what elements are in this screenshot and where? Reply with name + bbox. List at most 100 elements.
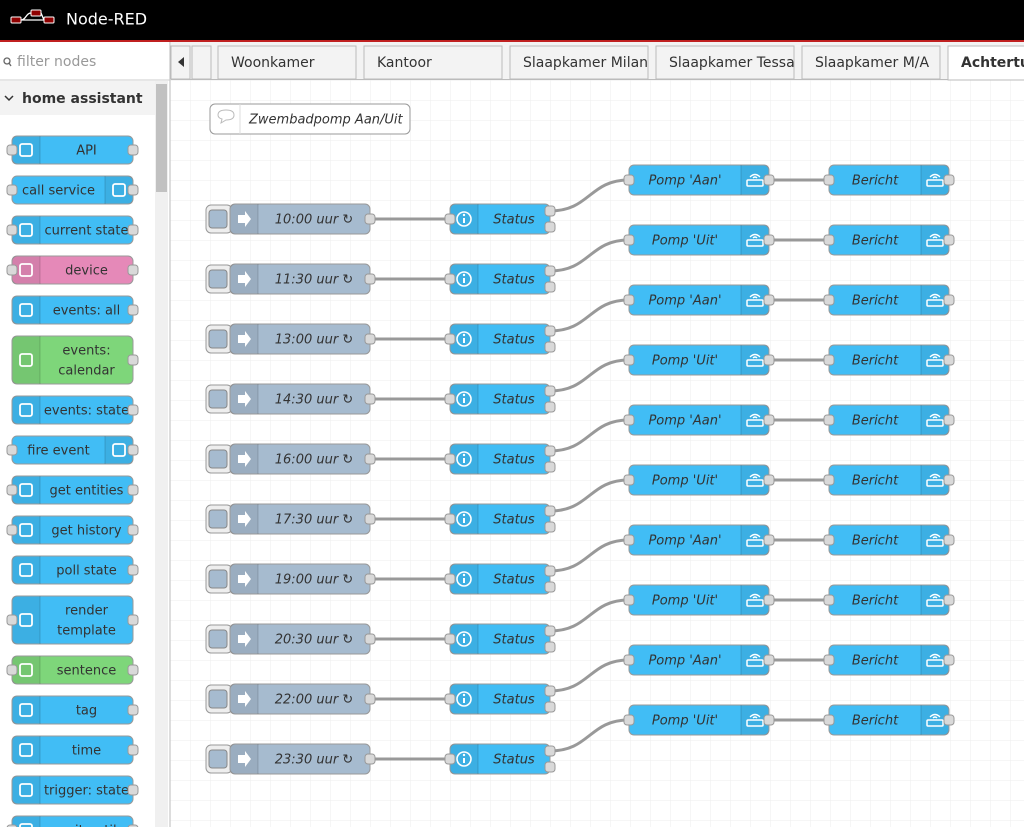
palette-node[interactable]: tag [11,695,139,725]
port[interactable] [127,354,139,366]
tab-label[interactable]: Achtertuin [961,55,1024,71]
inject-button-inner[interactable] [208,689,228,709]
port[interactable] [127,264,139,276]
port[interactable] [823,654,835,666]
filter-placeholder[interactable]: filter nodes [17,54,96,70]
port[interactable] [823,354,835,366]
action-node[interactable]: Pomp 'Uit' [623,704,775,736]
palette-node[interactable]: call service [6,175,139,205]
palette-node[interactable]: poll state [11,555,139,585]
port[interactable] [763,534,775,546]
port[interactable] [623,294,635,306]
port[interactable] [943,594,955,606]
port[interactable] [364,453,376,465]
port[interactable] [444,333,456,345]
action-node[interactable]: Pomp 'Aan' [623,404,775,436]
palette-node[interactable]: events: all [11,295,139,325]
notify-node[interactable]: Bericht [823,344,955,376]
port[interactable] [943,294,955,306]
port[interactable] [544,205,556,217]
status-node[interactable]: Status [444,383,556,415]
port[interactable] [364,753,376,765]
port[interactable] [127,184,139,196]
port[interactable] [763,354,775,366]
notify-node[interactable]: Bericht [823,164,955,196]
port[interactable] [544,461,556,473]
palette-node[interactable]: get history [6,515,139,545]
inject-button-inner[interactable] [208,629,228,649]
action-node[interactable]: Pomp 'Aan' [623,284,775,316]
scrollbar-thumb[interactable] [156,84,167,192]
port[interactable] [444,633,456,645]
comment-node[interactable]: Zwembadpomp Aan/Uit [209,103,411,135]
status-node[interactable]: Status [444,503,556,535]
action-node[interactable]: Pomp 'Uit' [623,224,775,256]
inject-button-inner[interactable] [208,389,228,409]
palette-node[interactable]: events: calendar [11,335,139,385]
port[interactable] [127,144,139,156]
port[interactable] [364,333,376,345]
port[interactable] [623,234,635,246]
inject-node[interactable]: 11:30 uur ↻ [229,263,376,295]
port[interactable] [823,714,835,726]
palette-node[interactable]: time [11,735,139,765]
palette-node[interactable]: render template [6,595,139,645]
port[interactable] [544,761,556,773]
port[interactable] [623,654,635,666]
port[interactable] [444,753,456,765]
status-node[interactable]: Status [444,443,556,475]
inject-button-inner[interactable] [208,749,228,769]
port[interactable] [127,484,139,496]
port[interactable] [943,354,955,366]
tab[interactable] [217,45,357,80]
port[interactable] [364,693,376,705]
port[interactable] [623,714,635,726]
inject-button-inner[interactable] [208,209,228,229]
port[interactable] [444,273,456,285]
tab[interactable] [363,45,503,80]
port[interactable] [763,714,775,726]
tab[interactable] [801,45,941,80]
action-node[interactable]: Pomp 'Aan' [623,164,775,196]
port[interactable] [364,573,376,585]
port[interactable] [6,184,18,196]
port[interactable] [823,234,835,246]
tab-label[interactable]: Woonkamer [231,55,315,71]
action-node[interactable]: Pomp 'Aan' [623,644,775,676]
inject-button-inner[interactable] [208,509,228,529]
action-node[interactable]: Pomp 'Aan' [623,524,775,556]
port[interactable] [544,505,556,517]
port[interactable] [544,565,556,577]
port[interactable] [544,641,556,653]
port[interactable] [127,224,139,236]
category-header[interactable] [0,81,155,115]
port[interactable] [823,294,835,306]
port[interactable] [127,524,139,536]
port[interactable] [623,174,635,186]
status-node[interactable]: Status [444,263,556,295]
status-node[interactable]: Status [444,683,556,715]
port[interactable] [444,453,456,465]
port[interactable] [444,573,456,585]
port[interactable] [364,393,376,405]
port[interactable] [623,534,635,546]
palette-node[interactable]: current state [6,215,139,245]
inject-button-inner[interactable] [208,269,228,289]
port[interactable] [544,685,556,697]
inject-node[interactable]: 22:00 uur ↻ [229,683,376,715]
notify-node[interactable]: Bericht [823,644,955,676]
palette-node[interactable]: trigger: state [11,775,139,805]
port[interactable] [943,534,955,546]
port[interactable] [364,273,376,285]
port[interactable] [823,174,835,186]
inject-button-inner[interactable] [208,569,228,589]
palette-node[interactable]: fire event [6,435,139,465]
port[interactable] [6,444,18,456]
port[interactable] [823,414,835,426]
palette-node[interactable]: device [6,255,139,285]
notify-node[interactable]: Bericht [823,704,955,736]
category-title[interactable]: home assistant [22,91,143,107]
port[interactable] [127,784,139,796]
port[interactable] [544,625,556,637]
tab-label[interactable]: Slaapkamer Milan [523,55,648,71]
